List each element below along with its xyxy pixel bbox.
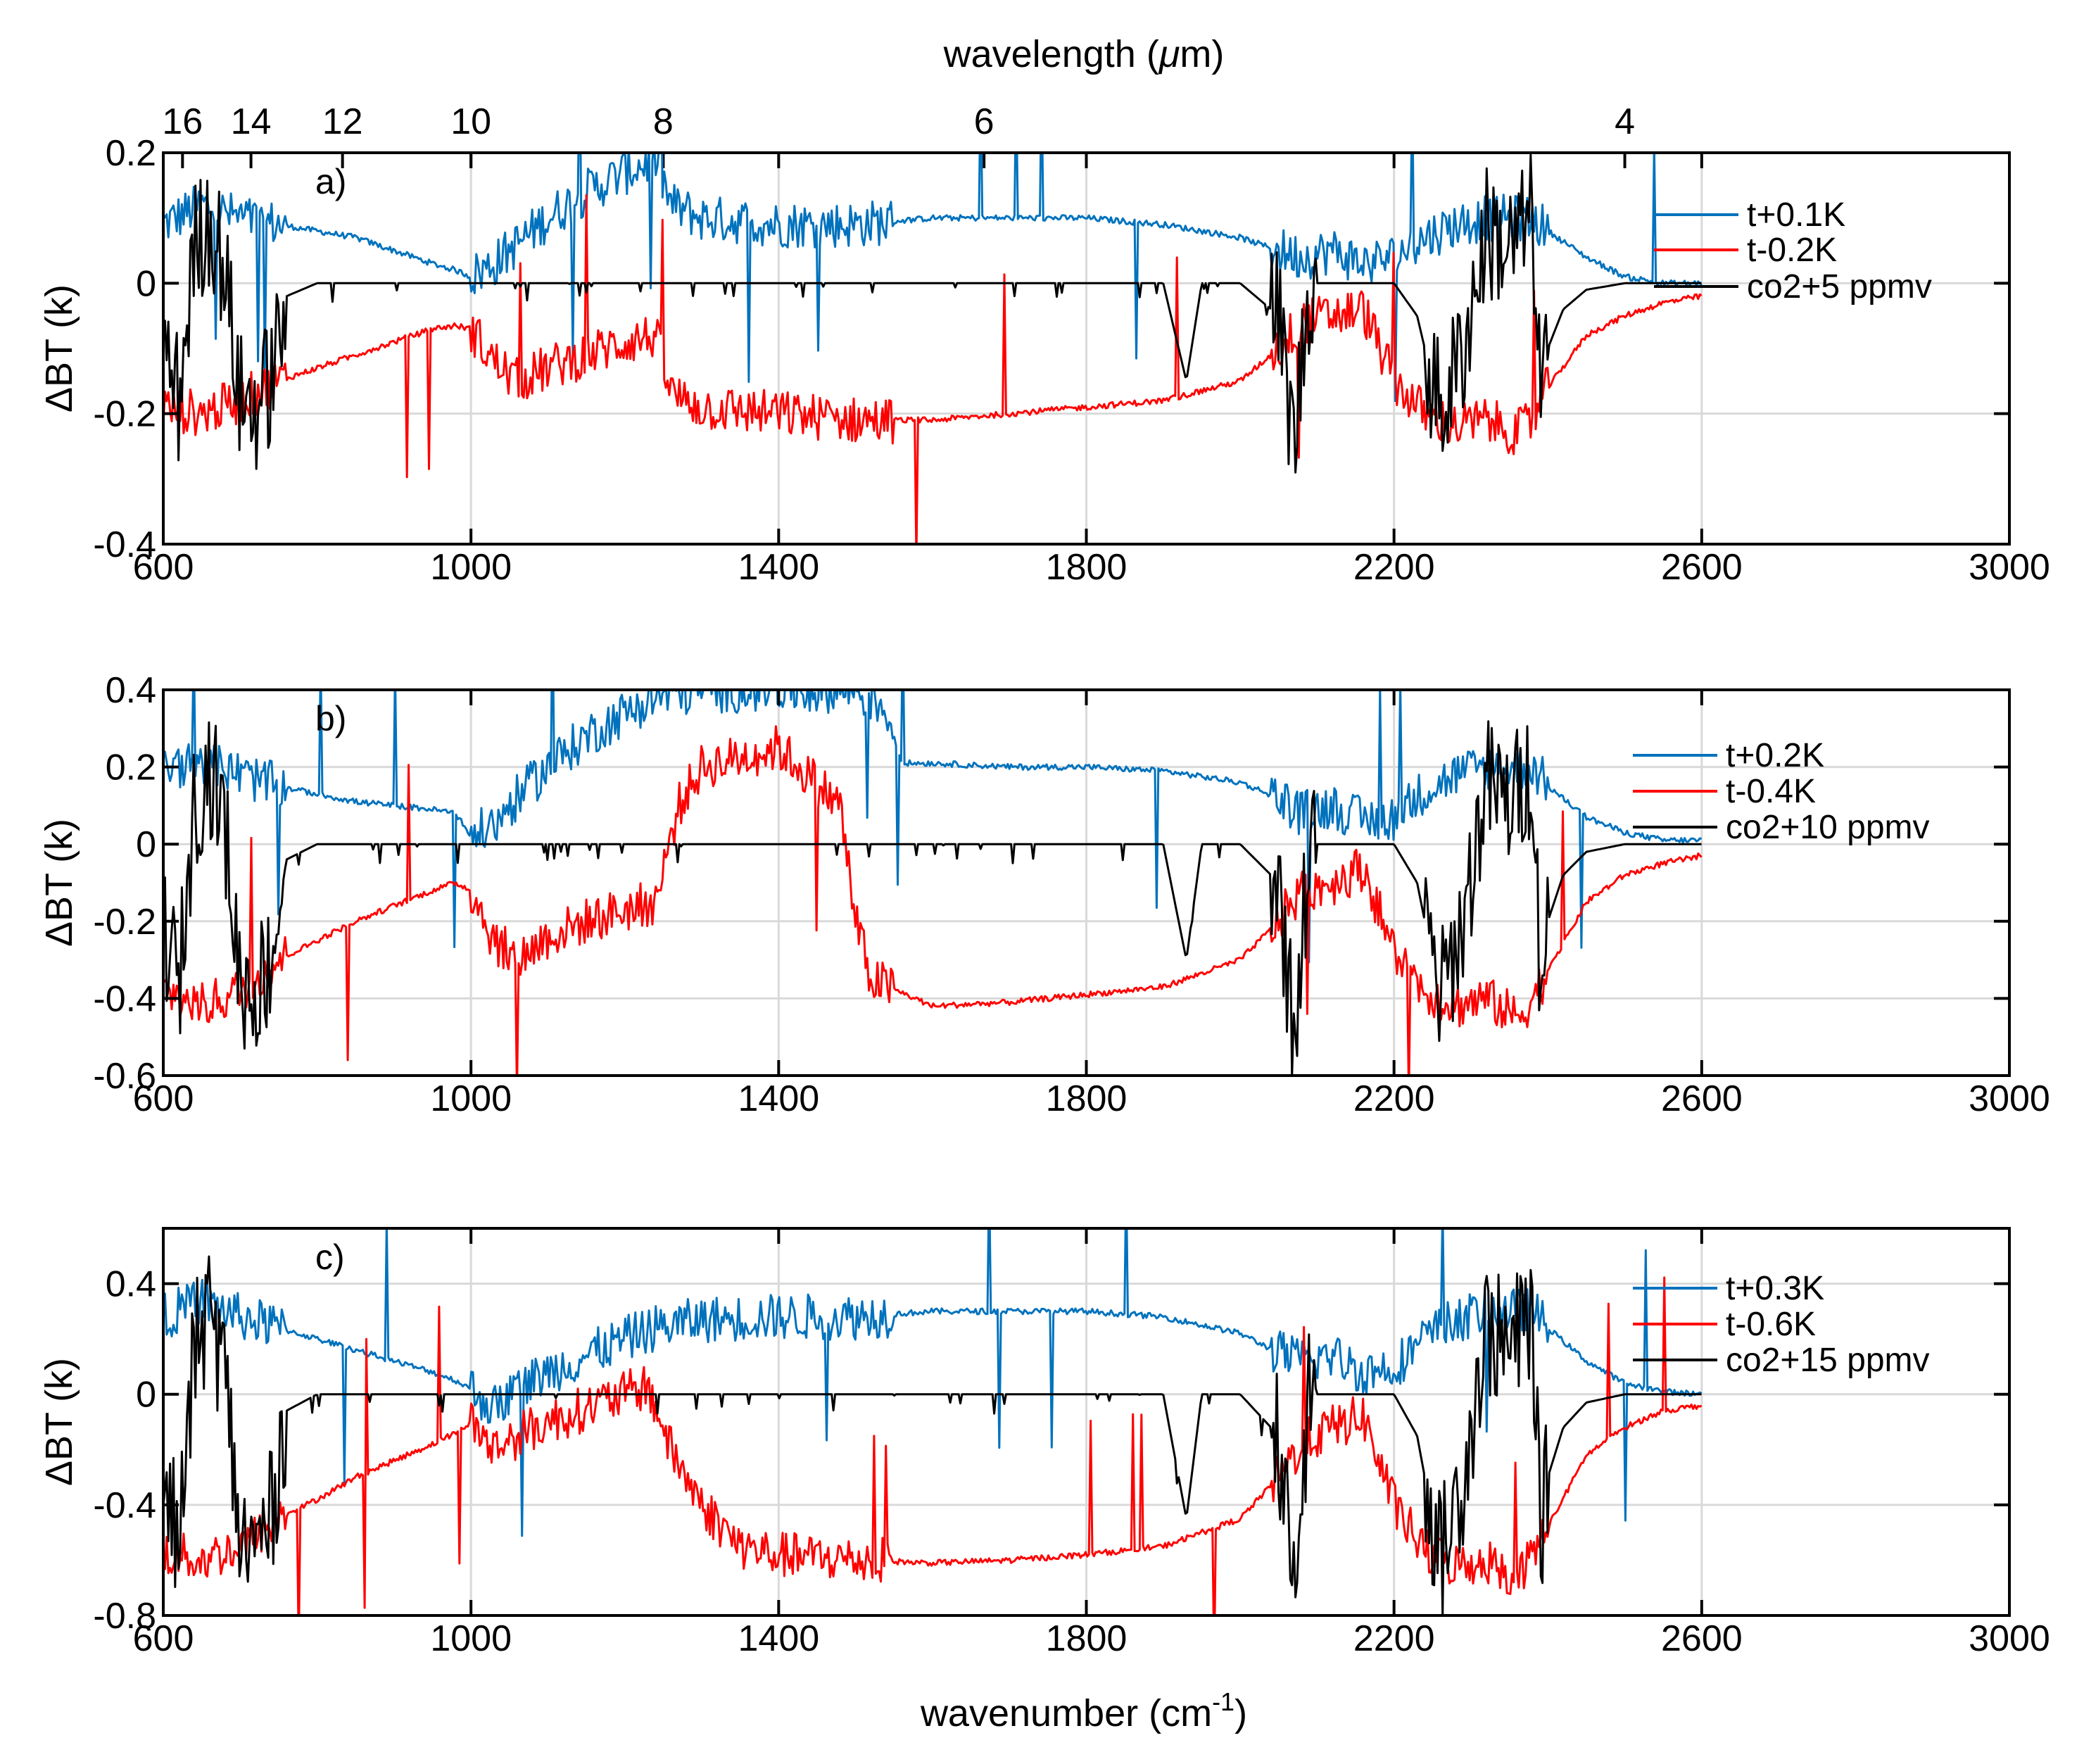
x-tick-label: 2200: [1353, 547, 1435, 588]
y-tick-label: -0.4: [93, 524, 156, 565]
panel-c: 600 1000 1400 1800 2200 2600 3000 -0.8 -0.4 0 0.4 Δ…: [38, 1227, 2050, 1659]
x-tick-label: 2600: [1661, 1078, 1743, 1119]
x-tick-label: 2600: [1661, 547, 1743, 588]
y-tick-label: 0.4: [106, 1264, 156, 1305]
legend-entry: co2+10 ppmv: [1726, 809, 1930, 846]
x-tick-label: 1400: [738, 1078, 819, 1119]
y-tick-label: -0.4: [93, 978, 156, 1019]
x-tick-label: 1800: [1046, 547, 1128, 588]
legend-entry: t-0.6K: [1726, 1306, 1816, 1343]
x-tick-label: 1000: [430, 547, 512, 588]
bottom-axis-title-text: wavenumber (cm: [920, 1692, 1212, 1734]
bottom-axis-exp: -1: [1212, 1687, 1234, 1716]
top-wavelength-ticks: 16 14 12 10 8 6 4: [162, 101, 1635, 168]
y-tick-label: 0: [136, 1375, 156, 1416]
x-tick-label: 1400: [738, 1618, 819, 1659]
plot-area: [163, 690, 1703, 1076]
top-axis-title-text: wavelength (: [943, 33, 1159, 75]
x-tick-label: 3000: [1969, 1078, 2050, 1119]
panels: 600 1000 1400 1800 2200 2600 3000 -0.4 -0.2 0 0.2 Δ…: [38, 133, 2050, 1659]
legend-entry: co2+5 ppmv: [1747, 268, 1932, 305]
plot-area: [163, 153, 1703, 544]
x-tick-label: 1800: [1046, 1618, 1128, 1659]
top-tick-label: 10: [450, 101, 491, 142]
x-tick-label: 3000: [1969, 1618, 2050, 1659]
y-tick-label: -0.4: [93, 1485, 156, 1526]
x-tick-label: 600: [133, 1078, 194, 1119]
series-line-co2-15-ppmv: [163, 1255, 1702, 1615]
y-tick-label: -0.2: [93, 394, 156, 435]
y-tick-label: -0.2: [93, 902, 156, 943]
x-tick-label: 3000: [1969, 547, 2050, 588]
legend-entry: t+0.2K: [1726, 737, 1824, 774]
x-tick-label: 2200: [1353, 1618, 1435, 1659]
y-axis-label: ΔBT (k): [38, 1358, 80, 1486]
series-line-co2-5-ppmv: [163, 153, 1702, 474]
x-tick-label: 1800: [1046, 1078, 1128, 1119]
y-axis-label: ΔBT (k): [38, 284, 80, 412]
top-axis-title: wavelength (μm): [943, 33, 1225, 75]
x-tick-label: 1000: [430, 1078, 512, 1119]
panel-a: 600 1000 1400 1800 2200 2600 3000 -0.4 -0.2 0 0.2 Δ…: [38, 133, 2050, 588]
top-tick-label: 12: [322, 101, 363, 142]
y-tick-label: 0.4: [106, 670, 156, 711]
y-axis-label: ΔBT (k): [38, 819, 80, 947]
y-tick-label: 0.2: [106, 133, 156, 174]
x-tick-label: 2200: [1353, 1078, 1435, 1119]
series-line-co2-10-ppmv: [163, 720, 1702, 1076]
legend-entry: t+0.3K: [1726, 1270, 1824, 1307]
x-tick-label: 1000: [430, 1618, 512, 1659]
series-line-t-0-4k: [163, 725, 1703, 1076]
series-line-t-0-3k: [163, 1228, 1703, 1537]
bottom-axis-title: wavenumber (cm-1): [920, 1687, 1247, 1734]
x-tick-label: 600: [133, 547, 194, 588]
series-line-t-0-2k: [163, 690, 1703, 964]
y-tick-label: 0.2: [106, 748, 156, 788]
x-tick-label: 1400: [738, 547, 819, 588]
top-tick-label: 8: [653, 101, 674, 142]
top-tick-label: 14: [231, 101, 272, 142]
top-tick-label: 16: [162, 101, 203, 142]
y-tick-label: -0.8: [93, 1596, 156, 1637]
top-axis-unit-rest: m): [1180, 33, 1224, 75]
top-tick-label: 4: [1615, 101, 1635, 142]
top-tick-label: 6: [974, 101, 994, 142]
top-axis-unit-mu: μ: [1158, 33, 1180, 75]
panel-label: b): [315, 699, 346, 738]
legend-entry: t-0.2K: [1747, 232, 1837, 269]
plot-area: [163, 1228, 1703, 1615]
panel-label: a): [315, 162, 346, 201]
series-line-t-0-1k: [163, 153, 1703, 402]
x-tick-label: 2600: [1661, 1618, 1743, 1659]
legend-entry: t-0.4K: [1726, 773, 1816, 810]
series-line-t-0-6k: [163, 1276, 1703, 1615]
panel-label: c): [315, 1237, 345, 1277]
y-tick-label: 0: [136, 824, 156, 865]
x-tick-label: 600: [133, 1618, 194, 1659]
y-tick-label: -0.6: [93, 1056, 156, 1097]
legend-entry: co2+15 ppmv: [1726, 1342, 1930, 1379]
legend-entry: t+0.1K: [1747, 196, 1845, 234]
bottom-axis-close: ): [1234, 1692, 1247, 1734]
panel-b: 600 1000 1400 1800 2200 2600 3000 -0.6 -0.4 -0.2 0…: [38, 670, 2050, 1119]
y-tick-label: 0: [136, 263, 156, 304]
